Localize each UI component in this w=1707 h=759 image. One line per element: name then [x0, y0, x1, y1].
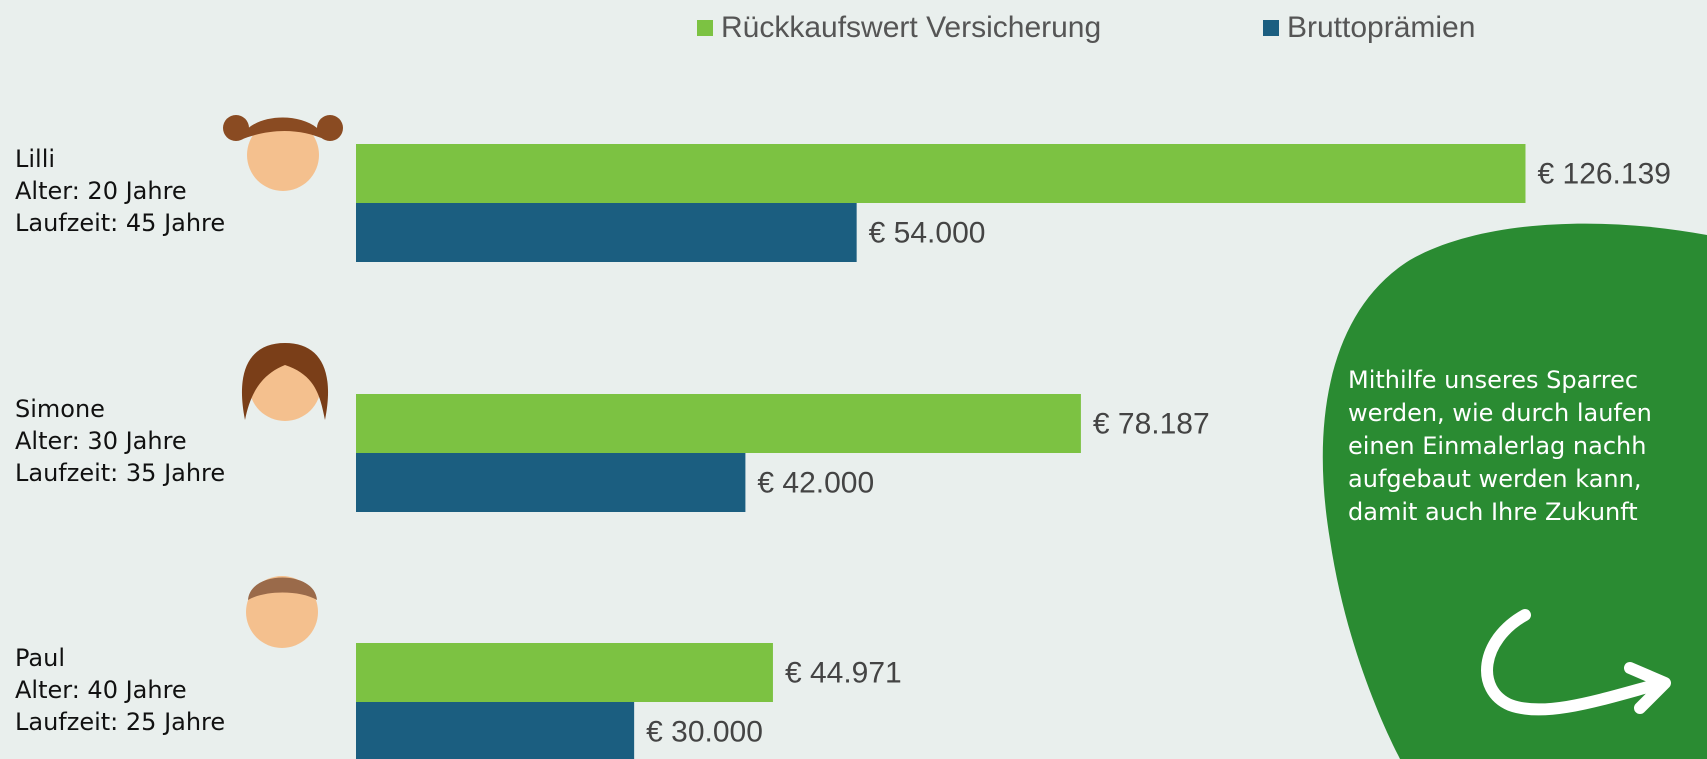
bar	[356, 702, 635, 759]
value-label: € 126.139	[1537, 157, 1670, 190]
bar	[356, 394, 1081, 453]
face	[247, 119, 319, 191]
panel-text: damit auch Ihre Zukunft	[1348, 498, 1638, 526]
person-detail: Alter: 30 Jahre	[15, 427, 187, 455]
person-detail: Laufzeit: 25 Jahre	[15, 708, 225, 736]
arrow	[1481, 609, 1661, 716]
arrow-head	[1624, 662, 1671, 714]
legend-swatch	[1263, 20, 1279, 36]
panel-text: einen Einmalerlag nachh	[1348, 432, 1646, 460]
legend-label: Bruttoprämien	[1287, 11, 1475, 44]
person-name: Lilli	[15, 145, 55, 173]
hair	[317, 115, 343, 141]
legend-label: Rückkaufswert Versicherung	[721, 11, 1101, 44]
hair	[241, 343, 329, 420]
person-name: Simone	[15, 395, 105, 423]
hair	[240, 117, 326, 140]
person-detail: Alter: 20 Jahre	[15, 177, 187, 205]
faces	[223, 115, 343, 648]
value-label: € 30.000	[646, 715, 763, 748]
panel-text: aufgebaut werden kann,	[1348, 465, 1641, 493]
person-detail: Laufzeit: 45 Jahre	[15, 209, 225, 237]
person-detail: Laufzeit: 35 Jahre	[15, 459, 225, 487]
value-label: € 78.187	[1093, 407, 1210, 440]
value-label: € 54.000	[869, 216, 986, 249]
panel-text: werden, wie durch laufen	[1348, 399, 1652, 427]
value-label: € 44.971	[785, 656, 902, 689]
bar	[356, 203, 857, 262]
bar	[356, 643, 773, 702]
hair	[248, 577, 317, 600]
person-detail: Alter: 40 Jahre	[15, 676, 187, 704]
person-name: Paul	[15, 644, 65, 672]
bar	[356, 453, 746, 512]
green-panel	[1322, 223, 1707, 759]
panel-text: Mithilfe unseres Sparrec	[1348, 366, 1638, 394]
hair	[223, 115, 249, 141]
legend-swatch	[697, 20, 713, 36]
value-label: € 42.000	[757, 466, 874, 499]
bar	[356, 144, 1526, 203]
